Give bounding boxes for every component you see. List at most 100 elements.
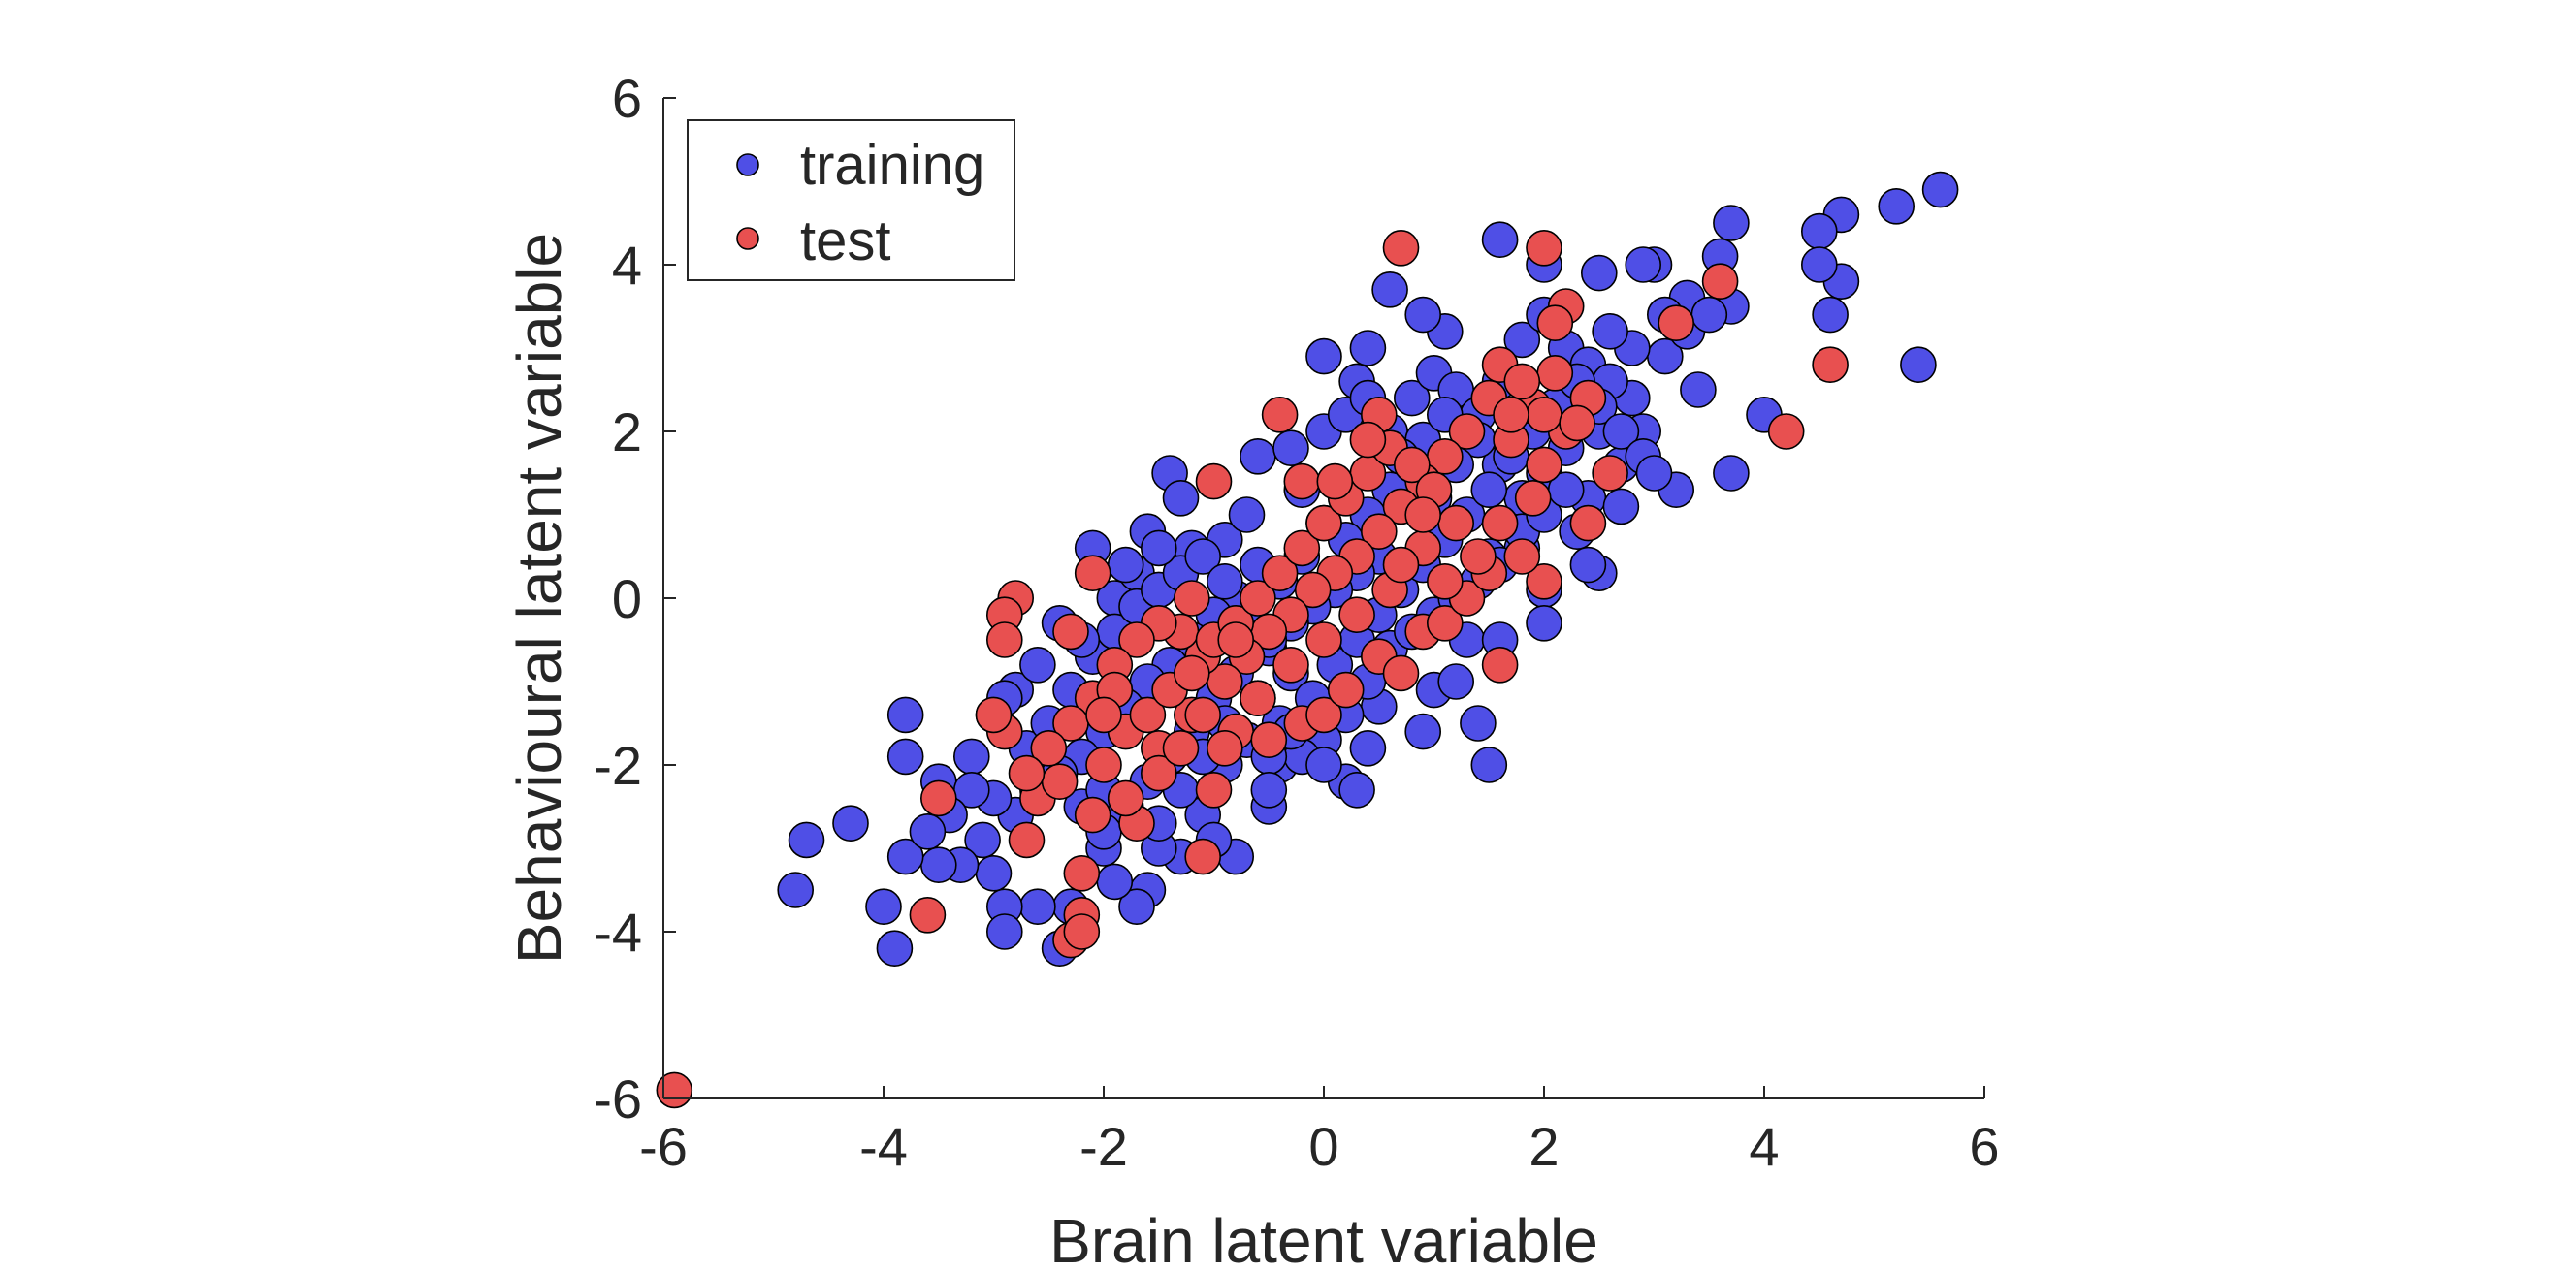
test-point: [1327, 671, 1365, 709]
test-point: [919, 779, 957, 817]
training-point: [1141, 529, 1177, 567]
test-point: [909, 896, 947, 934]
test-point: [1382, 654, 1420, 692]
training-point: [1349, 729, 1387, 767]
test-point: [1658, 304, 1694, 342]
test-point: [1592, 455, 1628, 492]
test-point: [1503, 363, 1541, 400]
test-point: [1394, 446, 1431, 484]
test-point: [1526, 446, 1562, 484]
training-point: [909, 812, 947, 850]
test-point: [1701, 263, 1739, 301]
legend-label-test: test: [800, 209, 891, 272]
test-point: [1162, 729, 1200, 767]
y-tick-label: -4: [594, 902, 642, 963]
test-point: [1460, 538, 1497, 575]
legend: training test: [687, 119, 1015, 281]
training-point: [1404, 713, 1441, 750]
y-tick-label: 2: [612, 401, 642, 462]
test-point: [1141, 754, 1177, 792]
test-point: [1041, 763, 1079, 801]
training-point: [1118, 888, 1155, 926]
training-point: [1184, 538, 1221, 575]
test-point: [1316, 462, 1354, 500]
test-point: [1448, 413, 1486, 450]
test-point: [1174, 654, 1210, 692]
training-point: [1250, 771, 1288, 809]
test-point: [1074, 555, 1111, 592]
test-point: [1118, 621, 1155, 658]
test-point: [1063, 913, 1101, 950]
test-point: [986, 621, 1023, 658]
training-point: [1404, 296, 1441, 334]
training-point: [1481, 221, 1519, 258]
test-point: [1283, 462, 1321, 500]
test-point: [1812, 346, 1849, 384]
test-point: [1250, 721, 1288, 759]
training-point: [1019, 646, 1056, 684]
training-point: [964, 821, 1001, 859]
points-layer: [656, 171, 1959, 1109]
y-axis-label: Behavioural latent variable: [504, 233, 574, 964]
test-point: [1427, 604, 1464, 642]
x-tick-label: -4: [859, 1116, 908, 1177]
legend-marker-test: [736, 227, 759, 250]
training-point: [886, 696, 924, 734]
test-point: [1305, 504, 1342, 542]
training-point: [788, 821, 825, 859]
training-point: [1305, 337, 1342, 375]
test-point: [1129, 696, 1167, 734]
training-point: [865, 888, 902, 926]
test-point: [1349, 421, 1387, 459]
training-point: [876, 930, 914, 968]
training-point: [919, 846, 957, 884]
training-point: [952, 738, 990, 776]
training-point: [1878, 188, 1915, 225]
test-point: [1569, 504, 1607, 542]
test-point: [1063, 854, 1101, 892]
y-tick-label: -6: [594, 1068, 642, 1129]
training-point: [1900, 346, 1937, 384]
training-point: [777, 872, 815, 908]
training-point: [1470, 747, 1508, 783]
x-tick-label: 2: [1529, 1116, 1559, 1177]
test-point: [1526, 230, 1562, 267]
x-tick-label: 0: [1308, 1116, 1338, 1177]
training-point: [1228, 496, 1266, 533]
test-point: [1184, 838, 1221, 875]
training-point: [1349, 330, 1387, 366]
test-point: [1427, 562, 1464, 600]
test-point: [1294, 571, 1332, 609]
test-point: [1382, 546, 1420, 584]
x-tick-label: -6: [639, 1116, 688, 1177]
training-point: [1602, 488, 1640, 525]
test-point: [1283, 529, 1321, 567]
test-point: [975, 696, 1013, 734]
test-point: [1305, 621, 1342, 658]
training-point: [1713, 205, 1750, 241]
training-point: [975, 854, 1013, 892]
training-point: [986, 913, 1023, 950]
y-tick-label: 0: [612, 568, 642, 629]
series-test: [656, 230, 1849, 1109]
training-point: [832, 805, 869, 843]
test-point: [656, 1071, 693, 1109]
training-point: [1338, 771, 1375, 809]
test-point: [1526, 562, 1562, 600]
test-point: [1481, 504, 1519, 542]
training-point: [1713, 455, 1750, 492]
training-point: [1801, 212, 1838, 250]
training-point: [1240, 437, 1276, 475]
legend-label-training: training: [800, 134, 984, 197]
training-point: [1162, 479, 1200, 517]
test-point: [1184, 696, 1221, 734]
training-point: [886, 738, 924, 776]
training-point: [1801, 246, 1838, 283]
training-point: [1921, 171, 1959, 208]
test-point: [1361, 513, 1398, 551]
training-point: [1460, 705, 1497, 742]
test-point: [1195, 462, 1233, 500]
training-point: [1394, 379, 1431, 417]
test-point: [1195, 771, 1233, 809]
